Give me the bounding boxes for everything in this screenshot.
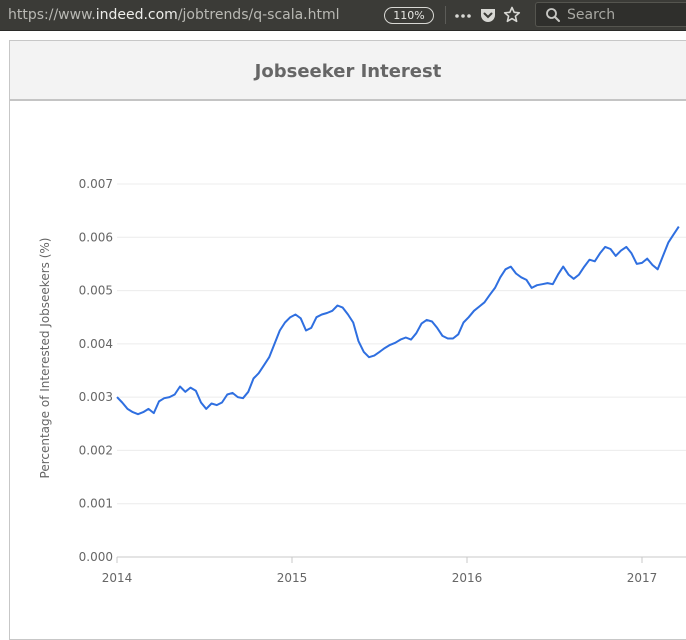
y-tick-label: 0.006 <box>79 230 113 244</box>
chart-series <box>116 226 680 416</box>
search-box[interactable]: Search <box>535 2 686 27</box>
chart-gridlines <box>117 183 686 558</box>
y-axis-title: Percentage of Interested Jobseekers (%) <box>38 238 52 479</box>
y-tick-label: 0.003 <box>79 390 113 404</box>
url-bar[interactable]: https://www.indeed.com/jobtrends/q-scala… <box>8 0 340 30</box>
y-axis: 0.000 0.001 0.002 0.003 0.004 0.005 0.006 0.007 <box>79 177 113 564</box>
y-tick-label: 0.007 <box>79 177 113 191</box>
panel-header: Jobseeker Interest <box>10 41 686 101</box>
jobseeker-interest-panel: Jobseeker Interest <box>9 40 686 640</box>
toolbar-divider <box>445 6 446 24</box>
x-tick-label: 2014 <box>102 571 133 585</box>
x-axis: 2014 2015 2016 2017 <box>102 557 658 585</box>
y-tick-label: 0.001 <box>79 497 113 511</box>
pocket-icon[interactable] <box>479 6 497 24</box>
series-line-0[interactable] <box>116 226 680 416</box>
more-icon[interactable] <box>453 6 473 24</box>
search-icon <box>546 8 560 22</box>
bookmark-star-icon[interactable] <box>503 6 521 24</box>
url-host: indeed.com <box>95 7 178 23</box>
panel-title: Jobseeker Interest <box>254 61 442 82</box>
url-path: /jobtrends/q-scala.html <box>177 7 340 23</box>
x-tick-label: 2017 <box>627 571 658 585</box>
y-tick-label: 0.004 <box>79 337 113 351</box>
x-tick-label: 2015 <box>277 571 308 585</box>
y-tick-label: 0.005 <box>79 284 113 298</box>
url-prefix: https://www. <box>8 7 96 23</box>
y-tick-label: 0.000 <box>79 550 113 564</box>
y-tick-label: 0.002 <box>79 443 113 457</box>
browser-toolbar: https://www.indeed.com/jobtrends/q-scala… <box>0 0 686 31</box>
x-tick-label: 2016 <box>452 571 483 585</box>
search-placeholder: Search <box>567 7 616 23</box>
zoom-indicator[interactable]: 110% <box>384 7 434 24</box>
jobseeker-interest-chart: 0.000 0.001 0.002 0.003 0.004 0.005 0.006 0.007… <box>38 177 686 585</box>
